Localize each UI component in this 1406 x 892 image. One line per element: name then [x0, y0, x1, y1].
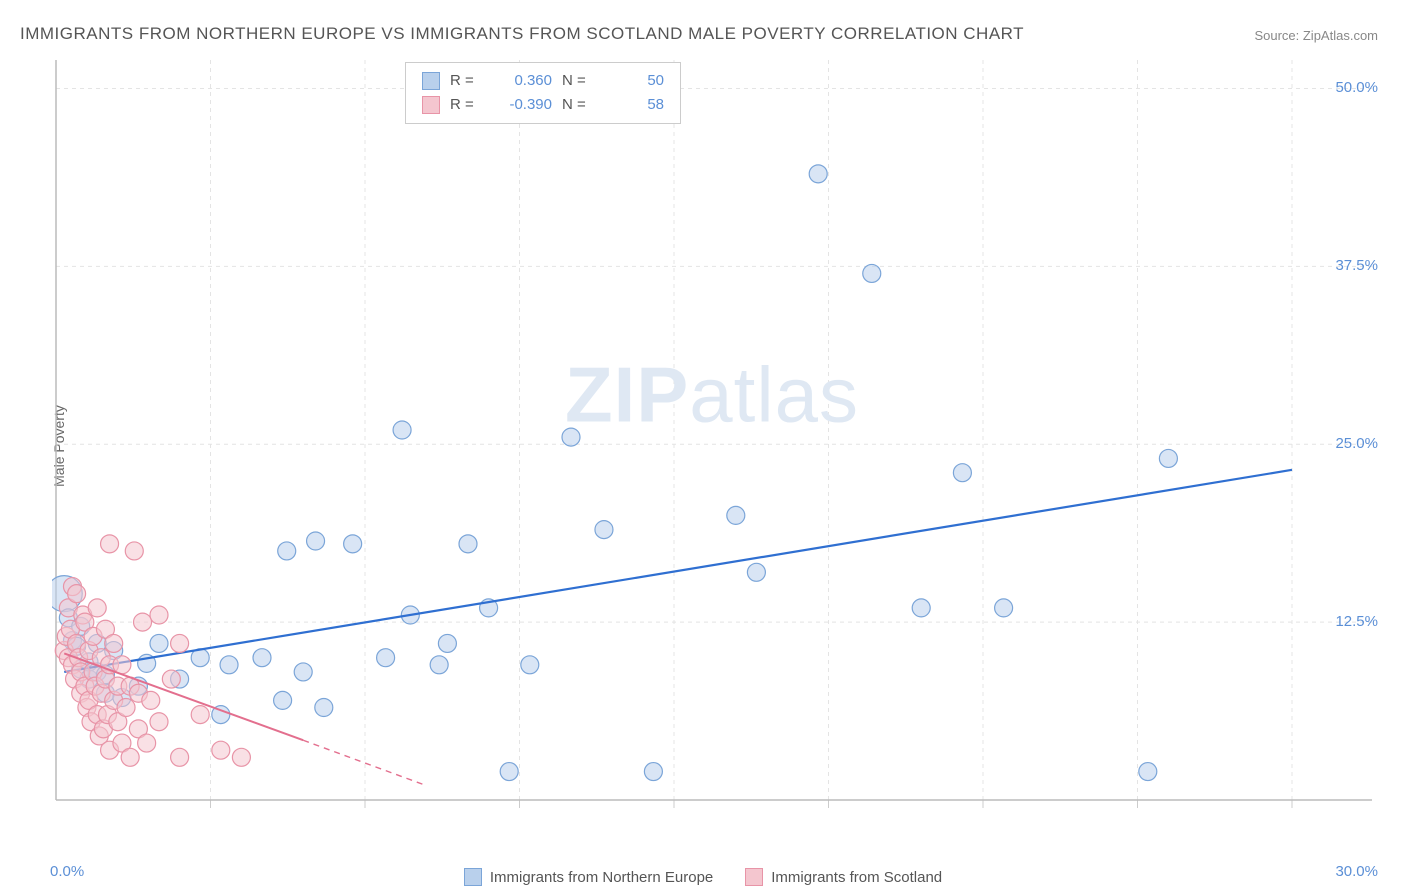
- swatch-series-2: [422, 96, 440, 114]
- chart-svg: [52, 60, 1372, 840]
- plot-area: ZIPatlas: [52, 60, 1372, 840]
- x-axis-min-label: 0.0%: [50, 863, 84, 880]
- legend-swatch-2: [745, 868, 763, 886]
- legend-item-1: Immigrants from Northern Europe: [464, 868, 713, 886]
- n-label: N =: [562, 93, 590, 117]
- r-label: R =: [450, 69, 478, 93]
- r-value-series-1: 0.360: [488, 69, 552, 93]
- y-tick-label-0: 12.5%: [1335, 613, 1378, 630]
- legend-label-2: Immigrants from Scotland: [771, 869, 942, 886]
- n-value-series-2: 58: [600, 93, 664, 117]
- chart-title: IMMIGRANTS FROM NORTHERN EUROPE VS IMMIG…: [20, 24, 1024, 44]
- stats-row-series-1: R = 0.360 N = 50: [422, 69, 664, 93]
- legend-label-1: Immigrants from Northern Europe: [490, 869, 713, 886]
- n-label: N =: [562, 69, 590, 93]
- y-tick-label-3: 50.0%: [1335, 79, 1378, 96]
- swatch-series-1: [422, 72, 440, 90]
- x-axis-max-label: 30.0%: [1335, 863, 1378, 880]
- n-value-series-1: 50: [600, 69, 664, 93]
- legend-item-2: Immigrants from Scotland: [745, 868, 942, 886]
- legend-swatch-1: [464, 868, 482, 886]
- stats-row-series-2: R = -0.390 N = 58: [422, 93, 664, 117]
- legend-bottom: Immigrants from Northern Europe Immigran…: [0, 868, 1406, 886]
- stats-legend-box: R = 0.360 N = 50 R = -0.390 N = 58: [405, 62, 681, 124]
- y-tick-label-1: 25.0%: [1335, 435, 1378, 452]
- source-attribution: Source: ZipAtlas.com: [1254, 28, 1378, 43]
- r-value-series-2: -0.390: [488, 93, 552, 117]
- y-tick-label-2: 37.5%: [1335, 257, 1378, 274]
- r-label: R =: [450, 93, 478, 117]
